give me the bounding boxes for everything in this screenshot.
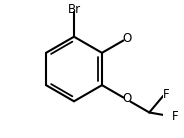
Text: O: O [122, 92, 132, 105]
Text: F: F [172, 110, 178, 123]
Text: Br: Br [67, 3, 81, 16]
Text: F: F [163, 88, 169, 101]
Text: O: O [122, 32, 131, 45]
